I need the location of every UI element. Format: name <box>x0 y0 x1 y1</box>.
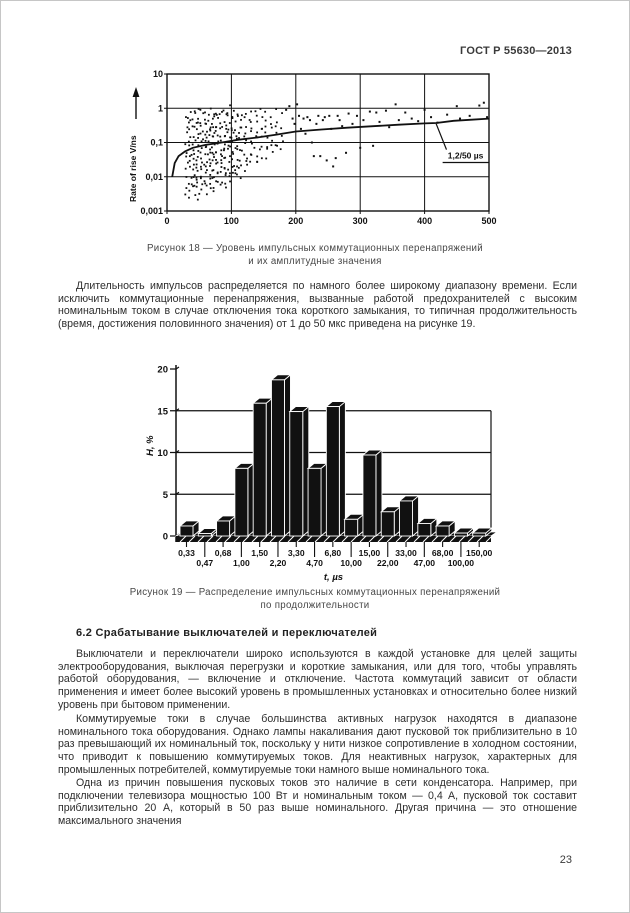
bar-68,00 <box>434 520 457 537</box>
svg-text:2,20: 2,20 <box>270 558 287 568</box>
svg-text:0,33: 0,33 <box>178 548 195 558</box>
section-heading-6-2: 6.2 Срабатывание выключателей и переключ… <box>76 627 378 639</box>
bar-10,00 <box>343 513 365 537</box>
svg-text:Rate of rise V/ns: Rate of rise V/ns <box>128 135 138 202</box>
bar-1,00 <box>233 462 256 537</box>
bar-0,68 <box>215 515 237 537</box>
svg-text:10: 10 <box>157 448 168 459</box>
svg-text:150,00: 150,00 <box>466 548 493 558</box>
bar-47,00 <box>416 517 439 537</box>
bar-1,50 <box>251 397 274 537</box>
bar-100,00 <box>453 527 475 537</box>
paragraph-pulse-duration: Длительность импульсов распределяется по… <box>58 280 577 331</box>
standard-code: ГОСТ Р 55630—2013 <box>460 45 572 57</box>
svg-text:t, µs: t, µs <box>324 572 343 583</box>
svg-text:15: 15 <box>157 406 168 417</box>
svg-text:0,01: 0,01 <box>145 172 163 182</box>
svg-text:1,00: 1,00 <box>233 558 250 568</box>
figure-18-caption-line2: и их амплитудные значения <box>248 256 382 267</box>
figure-18-caption-line1: Рисунок 18 — Уровень импульсных коммутац… <box>147 243 483 254</box>
svg-text:0: 0 <box>163 532 168 543</box>
figure-19-caption: Рисунок 19 — Распределение импульсных ко… <box>1 586 629 612</box>
paragraph-inrush-currents: Одна из причин повышения пусковых токов … <box>58 777 577 828</box>
figure-18-caption: Рисунок 18 — Уровень импульсных коммутац… <box>1 242 629 268</box>
svg-text:1,50: 1,50 <box>251 548 268 558</box>
svg-text:300: 300 <box>353 216 368 226</box>
svg-text:Н, %: Н, % <box>145 435 156 456</box>
svg-text:200: 200 <box>288 216 303 226</box>
svg-text:0,68: 0,68 <box>215 548 232 558</box>
svg-text:4,70: 4,70 <box>306 558 323 568</box>
impulse-shape-annotation: 1,2/50 µs <box>448 150 484 160</box>
svg-text:400: 400 <box>417 216 432 226</box>
svg-text:47,00: 47,00 <box>414 558 436 568</box>
standard-code-header: ГОСТ Р 55630—2013 <box>58 45 572 57</box>
bar-6,80 <box>325 400 347 537</box>
svg-text:68,00: 68,00 <box>432 548 454 558</box>
bar-0,33 <box>178 520 201 537</box>
bar-15,00 <box>361 449 384 537</box>
svg-text:100: 100 <box>224 216 239 226</box>
bar-3,30 <box>288 405 311 537</box>
svg-text:500: 500 <box>481 216 496 226</box>
svg-text:0: 0 <box>164 216 169 226</box>
bar-22,00 <box>379 505 402 537</box>
figure-19-caption-line1: Рисунок 19 — Распределение импульсных ко… <box>129 587 501 598</box>
bar-33,00 <box>398 494 420 537</box>
figure-19-caption-line2: по продолжительности <box>260 600 370 611</box>
svg-text:33,00: 33,00 <box>395 548 417 558</box>
svg-text:0,1: 0,1 <box>150 138 163 148</box>
svg-text:10: 10 <box>153 69 163 79</box>
svg-text:20: 20 <box>157 365 168 376</box>
page-number: 23 <box>559 854 572 866</box>
svg-text:6,80: 6,80 <box>324 548 341 558</box>
svg-text:10,00: 10,00 <box>340 558 362 568</box>
bar-2,20 <box>270 373 292 537</box>
svg-text:100,00: 100,00 <box>448 558 475 568</box>
figure-19-bar-chart: 0 5 10 15 20 0,330,470,681,001,502,203,304,70… <box>145 365 499 583</box>
svg-text:3,30: 3,30 <box>288 548 305 558</box>
svg-text:1: 1 <box>158 103 163 113</box>
svg-text:22,00: 22,00 <box>377 558 399 568</box>
paragraph-switches-usage: Выключатели и переключатели широко испол… <box>58 648 577 711</box>
bar-4,70 <box>306 462 329 537</box>
paragraph-switched-currents: Коммутируемые токи в случае большинства … <box>58 713 577 776</box>
svg-text:15,00: 15,00 <box>359 548 381 558</box>
bar-150,00 <box>471 527 493 537</box>
svg-text:5: 5 <box>163 490 169 501</box>
svg-text:0,001: 0,001 <box>140 206 163 216</box>
svg-text:0,47: 0,47 <box>196 558 213 568</box>
